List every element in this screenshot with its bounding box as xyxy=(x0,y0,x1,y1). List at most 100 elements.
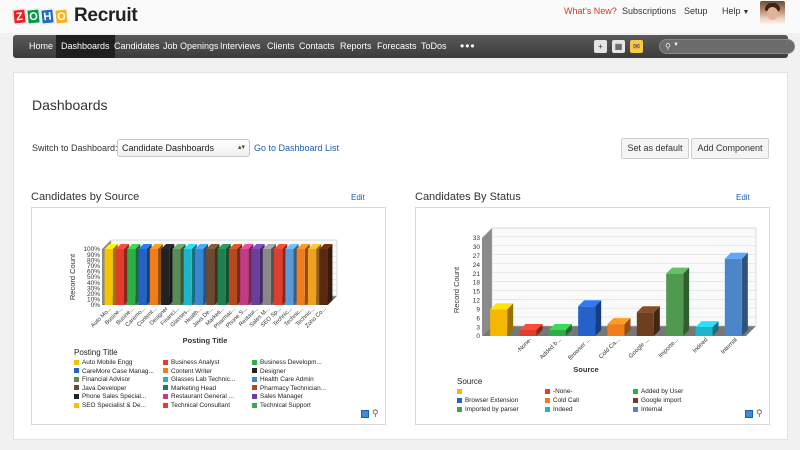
legend-label: Glasses Lab Technic... xyxy=(171,376,236,384)
bar-5[interactable] xyxy=(636,306,660,336)
legend-item[interactable]: SEO Specialist & De... xyxy=(74,402,146,409)
bar-2[interactable] xyxy=(127,244,141,305)
nav-forecasts[interactable]: Forecasts xyxy=(377,41,417,51)
nav-candidates[interactable]: Candidates xyxy=(114,41,160,51)
legend-item[interactable]: Marketing Head xyxy=(163,385,216,392)
legend-item[interactable]: CareMore Case Manag... xyxy=(74,368,154,375)
nav-dashboards[interactable]: Dashboards xyxy=(56,35,115,58)
legend-label: Marketing Head xyxy=(171,384,217,392)
legend-item[interactable]: Designer xyxy=(252,368,286,375)
bar-11[interactable] xyxy=(228,244,243,305)
legend-item[interactable]: Internal xyxy=(633,406,662,413)
plus-icon[interactable]: + xyxy=(594,40,607,53)
dashboard-panel: Dashboards Switch to Dashboard: Candidat… xyxy=(13,72,788,440)
nav-interviews[interactable]: Interviews xyxy=(220,41,261,51)
bar-12[interactable] xyxy=(240,244,254,305)
set-as-default-button[interactable]: Set as default xyxy=(621,138,689,159)
legend-item[interactable] xyxy=(457,388,465,395)
legend-item[interactable]: Restaurant General ... xyxy=(163,393,234,400)
avatar[interactable] xyxy=(760,1,785,26)
legend-item[interactable]: Java Developer xyxy=(74,385,126,392)
nav-reports[interactable]: Reports xyxy=(340,41,372,51)
zoho-recruit-logo[interactable]: Z O H O Recruit xyxy=(12,5,138,27)
legend-item[interactable]: Added by User xyxy=(633,388,683,395)
bar-3[interactable] xyxy=(578,300,602,336)
legend-item[interactable]: Imported by parser xyxy=(457,406,519,413)
goto-dashboard-list-link[interactable]: Go to Dashboard List xyxy=(254,143,340,153)
bar-13[interactable] xyxy=(251,244,265,305)
legend-item[interactable]: Technical Support xyxy=(252,402,311,409)
legend-item[interactable]: Sales Manager xyxy=(252,393,303,400)
bar-7[interactable] xyxy=(183,244,197,305)
bar-5[interactable] xyxy=(161,244,175,305)
legend-swatch xyxy=(163,402,168,408)
nav-home[interactable]: Home xyxy=(29,41,54,51)
help-menu[interactable]: Help ▼ xyxy=(722,6,749,16)
bar-9[interactable] xyxy=(206,244,220,305)
legend-item[interactable]: Indeed xyxy=(545,406,573,413)
bar-3[interactable] xyxy=(138,244,152,305)
legend-item[interactable]: Phone Sales Special... xyxy=(74,393,146,400)
y-axis-label: Record Count xyxy=(68,253,77,300)
legend-item[interactable]: Glasses Lab Technic... xyxy=(163,376,235,383)
mail-icon[interactable]: ✉ xyxy=(630,40,643,53)
bar-6[interactable] xyxy=(172,244,186,305)
legend-item[interactable]: Content Writer xyxy=(163,368,212,375)
legend-item[interactable]: Google import xyxy=(633,397,681,404)
bar-8[interactable] xyxy=(194,244,209,305)
y-tick-label: 50% xyxy=(87,274,100,281)
chart-view-icon[interactable] xyxy=(361,410,369,418)
bar-18[interactable] xyxy=(307,244,322,305)
bar-8[interactable] xyxy=(724,252,748,336)
legend-item[interactable]: Browser Extension xyxy=(457,397,518,404)
bar-16[interactable] xyxy=(285,244,299,305)
zoom-icon[interactable]: ⚲ xyxy=(372,408,379,418)
bar-10[interactable] xyxy=(217,244,231,305)
y-tick-label: 60% xyxy=(87,269,100,276)
legend-item[interactable]: Financial Advisor xyxy=(74,376,130,383)
bar-0[interactable] xyxy=(490,303,514,336)
y-tick-label: 3 xyxy=(476,324,480,331)
nav-job-openings[interactable]: Job Openings xyxy=(163,41,219,51)
bar-0[interactable] xyxy=(104,244,118,305)
subscriptions-link[interactable]: Subscriptions xyxy=(622,6,677,16)
dashboard-select[interactable]: Candidate Dashboards ▴▾ xyxy=(117,139,250,157)
y-tick-label: 100% xyxy=(83,246,100,253)
bar-1[interactable] xyxy=(519,324,543,336)
bar-1[interactable] xyxy=(115,244,130,305)
bar-2[interactable] xyxy=(548,324,572,336)
widget-edit-link[interactable]: Edit xyxy=(351,193,365,202)
bar-top xyxy=(548,324,572,331)
bar-6[interactable] xyxy=(666,267,690,336)
nav-todos[interactable]: ToDos xyxy=(421,41,447,51)
legend-item[interactable]: Auto Mobile Engg xyxy=(74,359,132,366)
add-component-button[interactable]: Add Component xyxy=(691,138,769,159)
legend-item[interactable]: Technical Consultant xyxy=(163,402,230,409)
nav-more-menu[interactable]: ••• xyxy=(460,39,476,53)
bar-14[interactable] xyxy=(262,244,276,305)
legend-item[interactable]: -None- xyxy=(545,388,573,395)
setup-link[interactable]: Setup xyxy=(684,6,708,16)
bar-front xyxy=(206,249,215,305)
bar-4[interactable] xyxy=(149,244,163,305)
y-tick-label: 30 xyxy=(473,244,481,251)
zoom-icon[interactable]: ⚲ xyxy=(756,408,763,418)
bar-15[interactable] xyxy=(274,244,288,305)
search-input[interactable]: ⚲ ▼ xyxy=(659,39,795,54)
legend-swatch xyxy=(163,393,168,399)
widget-edit-link[interactable]: Edit xyxy=(736,193,750,202)
bar-7[interactable] xyxy=(695,321,719,336)
calendar-icon[interactable]: ▦ xyxy=(612,40,625,53)
bar-4[interactable] xyxy=(607,318,631,336)
legend-item[interactable]: Business Analyst xyxy=(163,359,219,366)
legend-item[interactable]: Business Developm... xyxy=(252,359,322,366)
chart-view-icon[interactable] xyxy=(745,410,753,418)
nav-contacts[interactable]: Contacts xyxy=(299,41,335,51)
legend-item[interactable]: Cold Call xyxy=(545,397,579,404)
bar-17[interactable] xyxy=(296,244,310,305)
whats-new-link[interactable]: What's New? xyxy=(564,6,617,16)
bar-19[interactable] xyxy=(319,244,333,305)
nav-clients[interactable]: Clients xyxy=(267,41,295,51)
legend-item[interactable]: Health Care Admin xyxy=(252,376,314,383)
legend-item[interactable]: Pharmacy Technician... xyxy=(252,385,326,392)
